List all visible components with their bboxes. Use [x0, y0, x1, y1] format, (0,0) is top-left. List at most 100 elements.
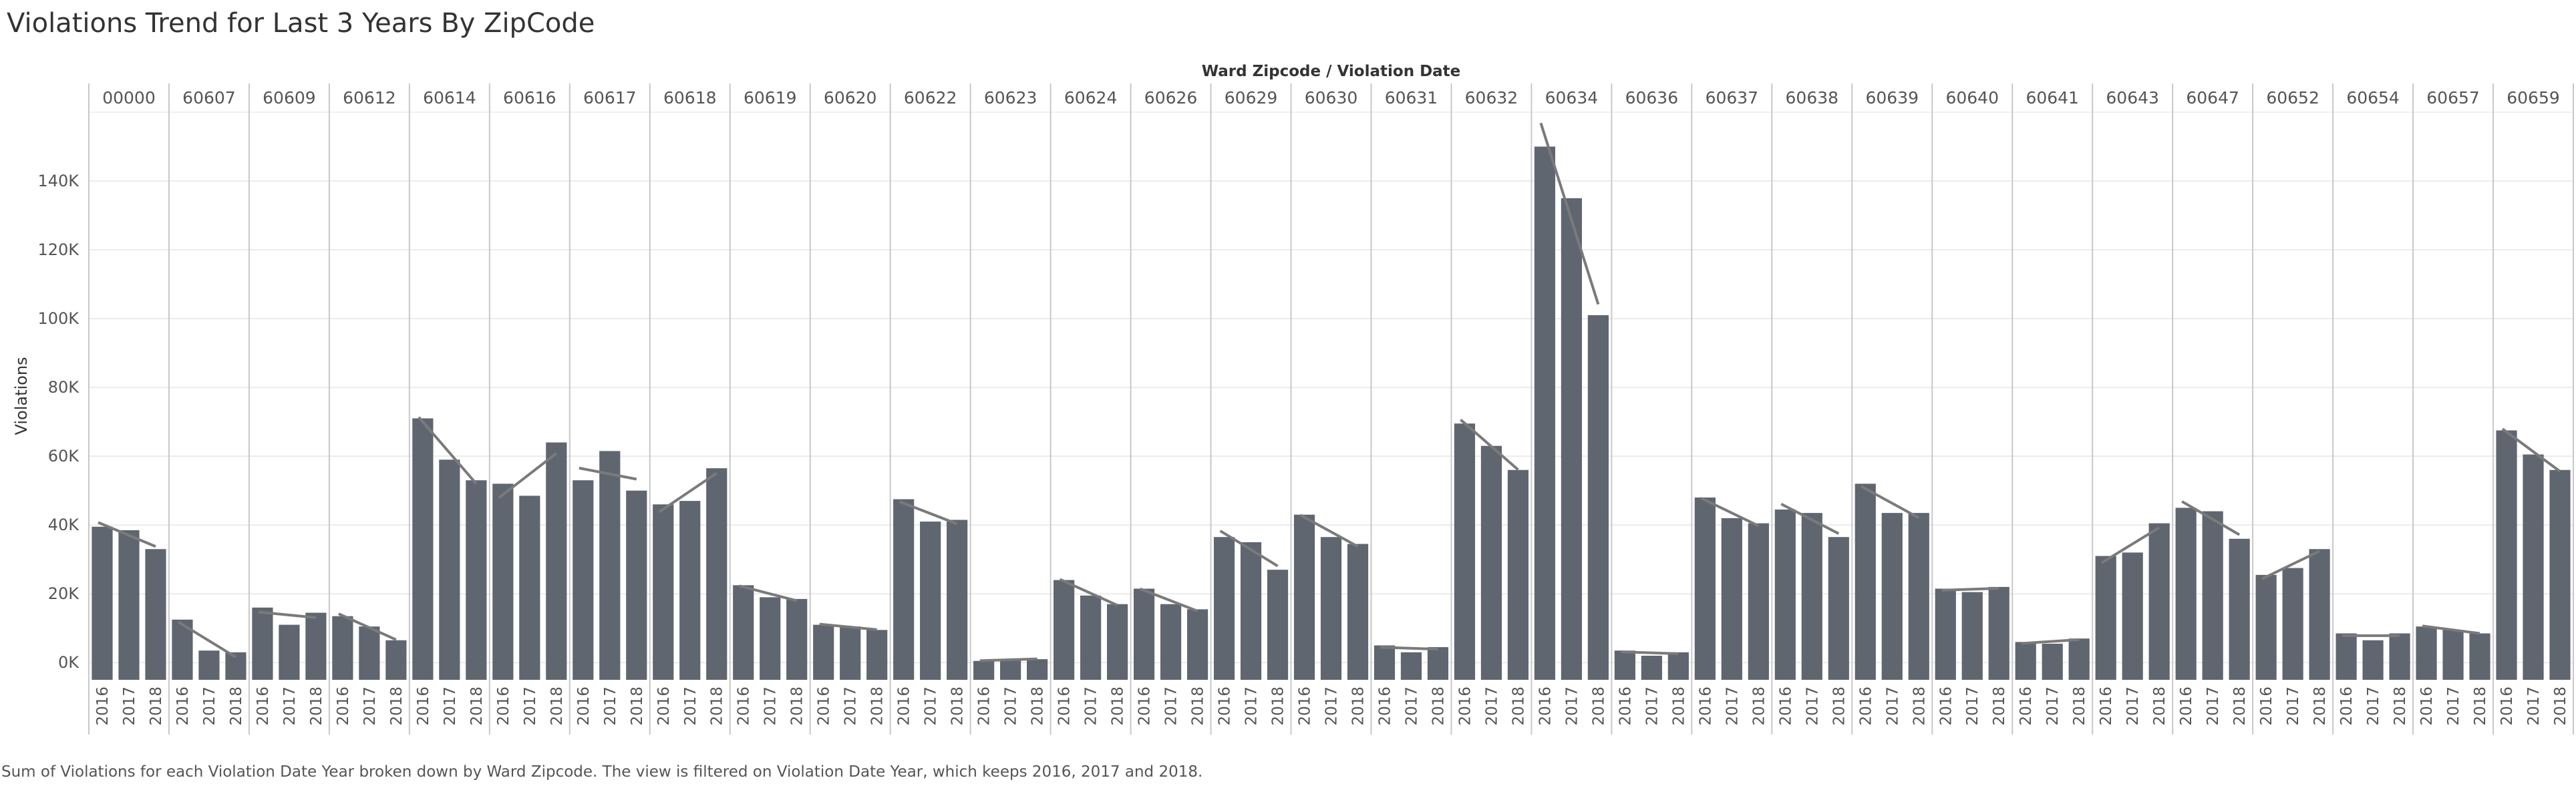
bar-60612-2017[interactable]	[359, 626, 380, 680]
bar-60617-2016[interactable]	[573, 480, 594, 680]
bar-60619-2017[interactable]	[760, 597, 781, 680]
bar-60622-2018[interactable]	[947, 520, 968, 680]
bar-60630-2018[interactable]	[1347, 544, 1369, 680]
bar-60616-2017[interactable]	[519, 496, 540, 680]
bar-60629-2017[interactable]	[1240, 542, 1262, 680]
bar-60623-2018[interactable]	[1027, 659, 1048, 680]
trend-line-60612	[338, 612, 397, 641]
bar-60634-2016[interactable]	[1534, 146, 1556, 680]
bar-60640-2016[interactable]	[1935, 588, 1956, 680]
bar-60630-2016[interactable]	[1293, 514, 1315, 680]
bar-60632-2016[interactable]	[1454, 423, 1476, 680]
bar-60639-2016[interactable]	[1855, 483, 1876, 680]
bar-60631-2017[interactable]	[1400, 652, 1422, 680]
bar-60637-2016[interactable]	[1694, 497, 1716, 680]
bar-60612-2016[interactable]	[332, 616, 353, 680]
bar-60626-2017[interactable]	[1160, 604, 1182, 680]
bar-60647-2016[interactable]	[2175, 508, 2197, 680]
bar-60632-2017[interactable]	[1480, 445, 1502, 680]
bar-60634-2017[interactable]	[1561, 198, 1582, 680]
bar-60607-2017[interactable]	[198, 650, 220, 680]
bar-60640-2017[interactable]	[1961, 592, 1983, 680]
year-tick-label: 2016	[415, 686, 432, 726]
bar-60626-2016[interactable]	[1133, 588, 1155, 680]
bar-60637-2018[interactable]	[1748, 523, 1769, 680]
bar-60614-2018[interactable]	[466, 480, 487, 680]
bar-60659-2016[interactable]	[2496, 430, 2517, 680]
bar-60623-2016[interactable]	[973, 660, 995, 680]
bar-00000-2016[interactable]	[92, 526, 113, 680]
bar-60657-2017[interactable]	[2442, 630, 2464, 680]
bar-60641-2016[interactable]	[2015, 642, 2036, 680]
bar-60641-2017[interactable]	[2042, 643, 2063, 680]
bar-60614-2016[interactable]	[412, 418, 434, 680]
bar-60622-2017[interactable]	[920, 522, 941, 680]
bar-60639-2017[interactable]	[1881, 513, 1903, 680]
year-tick-label: 2016	[2018, 686, 2035, 726]
bar-60609-2018[interactable]	[305, 612, 327, 680]
bar-60657-2018[interactable]	[2469, 633, 2490, 680]
bar-60652-2018[interactable]	[2309, 549, 2330, 680]
bar-60640-2018[interactable]	[1988, 586, 2009, 680]
bar-60631-2018[interactable]	[1427, 647, 1449, 680]
bar-60659-2018[interactable]	[2549, 469, 2571, 680]
bar-60638-2017[interactable]	[1801, 513, 1822, 680]
bar-60654-2018[interactable]	[2389, 633, 2410, 680]
bar-60623-2017[interactable]	[1000, 659, 1021, 680]
bar-60620-2017[interactable]	[840, 626, 861, 680]
bar-60620-2016[interactable]	[813, 624, 834, 680]
bar-60618-2017[interactable]	[679, 501, 701, 680]
bar-00000-2018[interactable]	[145, 549, 166, 680]
bar-60643-2017[interactable]	[2122, 552, 2143, 680]
bar-60629-2016[interactable]	[1213, 537, 1235, 680]
bar-60647-2017[interactable]	[2202, 511, 2223, 680]
bar-60612-2018[interactable]	[385, 640, 407, 680]
bar-60632-2018[interactable]	[1507, 469, 1529, 680]
y-tick-label: 40K	[48, 516, 80, 534]
bar-60657-2016[interactable]	[2416, 626, 2437, 680]
bar-60616-2016[interactable]	[492, 483, 514, 680]
bar-60637-2017[interactable]	[1721, 518, 1742, 680]
bar-60614-2017[interactable]	[439, 459, 460, 680]
bar-60636-2017[interactable]	[1641, 655, 1662, 680]
bar-60617-2017[interactable]	[599, 451, 621, 680]
year-tick-label: 2018	[1510, 686, 1527, 726]
bar-60618-2016[interactable]	[653, 504, 674, 680]
bar-60639-2018[interactable]	[1908, 513, 1929, 680]
bar-60638-2016[interactable]	[1774, 510, 1796, 680]
bar-60616-2018[interactable]	[546, 442, 567, 680]
bar-60624-2018[interactable]	[1106, 604, 1128, 680]
bar-60624-2017[interactable]	[1080, 595, 1102, 680]
bar-60619-2016[interactable]	[733, 585, 754, 680]
year-tick-label: 2017	[281, 686, 299, 726]
bar-60641-2018[interactable]	[2068, 638, 2090, 680]
bar-60659-2017[interactable]	[2523, 454, 2544, 680]
bar-60622-2016[interactable]	[893, 499, 915, 680]
bar-60609-2017[interactable]	[279, 624, 300, 680]
bar-60629-2018[interactable]	[1267, 570, 1289, 680]
bar-60643-2018[interactable]	[2148, 523, 2170, 680]
bar-60652-2016[interactable]	[2255, 574, 2277, 680]
bar-60618-2018[interactable]	[706, 468, 728, 680]
bar-60631-2016[interactable]	[1374, 645, 1396, 680]
bar-60624-2016[interactable]	[1054, 580, 1075, 680]
bar-60654-2016[interactable]	[2336, 633, 2357, 680]
bar-60636-2016[interactable]	[1614, 650, 1635, 680]
year-tick-label: 2018	[1110, 686, 1127, 726]
bar-60630-2017[interactable]	[1320, 537, 1342, 680]
bar-60647-2018[interactable]	[2229, 538, 2250, 680]
bar-60636-2018[interactable]	[1667, 652, 1689, 680]
bar-00000-2017[interactable]	[118, 530, 140, 680]
bar-60634-2018[interactable]	[1587, 315, 1609, 680]
bar-60654-2017[interactable]	[2362, 640, 2384, 680]
bar-60638-2018[interactable]	[1828, 537, 1849, 680]
bar-60609-2016[interactable]	[252, 607, 273, 680]
bar-60643-2016[interactable]	[2095, 556, 2116, 680]
bar-60626-2018[interactable]	[1186, 609, 1209, 680]
bar-60620-2018[interactable]	[866, 630, 888, 680]
bar-60617-2018[interactable]	[626, 490, 647, 680]
bar-60652-2017[interactable]	[2282, 568, 2303, 680]
year-tick-label: 2018	[789, 686, 806, 726]
bar-60619-2018[interactable]	[786, 598, 808, 680]
trend-line-60659	[2501, 427, 2561, 473]
